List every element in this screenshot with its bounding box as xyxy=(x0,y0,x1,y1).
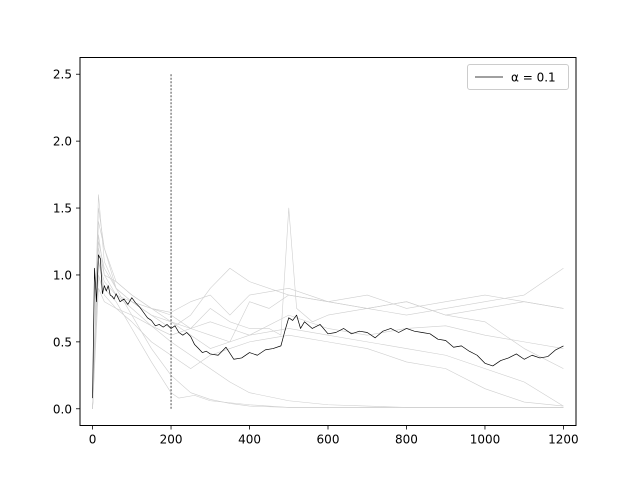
background-series-group xyxy=(92,194,564,409)
series-line-0 xyxy=(92,254,564,399)
legend-label: α = 0.1 xyxy=(511,71,556,85)
x-axis-ticks: 0 200 400 600 800 1000 1200 xyxy=(89,425,579,447)
x-tick-label: 0 xyxy=(89,433,97,447)
y-tick-label: 0.0 xyxy=(53,402,72,416)
background-series-line-8 xyxy=(92,241,564,409)
y-axis-ticks: 0.0 0.5 1.0 1.5 2.0 2.5 xyxy=(53,68,80,416)
background-series-line-9 xyxy=(92,261,564,409)
x-tick-label: 800 xyxy=(395,433,418,447)
legend: α = 0.1 xyxy=(467,64,569,90)
y-tick-label: 2.0 xyxy=(53,135,72,149)
y-tick-label: 2.5 xyxy=(53,68,72,82)
background-series-line-5 xyxy=(92,247,564,409)
main-series-group xyxy=(92,254,564,399)
background-series-line-6 xyxy=(92,221,564,409)
legend-box xyxy=(467,64,569,90)
x-tick-label: 200 xyxy=(160,433,183,447)
y-tick-label: 1.0 xyxy=(53,268,72,282)
x-tick-label: 1200 xyxy=(548,433,579,447)
y-tick-label: 1.5 xyxy=(53,202,72,216)
x-tick-label: 1000 xyxy=(470,433,501,447)
x-tick-label: 600 xyxy=(317,433,340,447)
y-tick-label: 0.5 xyxy=(53,335,72,349)
x-tick-label: 400 xyxy=(238,433,261,447)
background-series-line-7 xyxy=(92,274,564,409)
